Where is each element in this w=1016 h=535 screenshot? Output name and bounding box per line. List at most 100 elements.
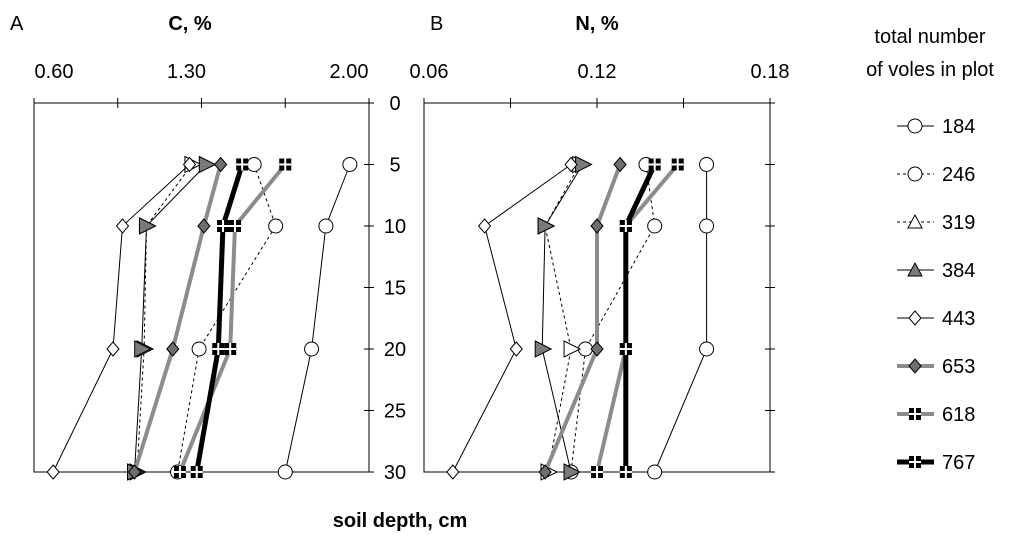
- x-tick-label: 0.18: [751, 61, 790, 83]
- legend-item-384: 384: [897, 260, 975, 282]
- series-443: [46, 156, 197, 480]
- data-point-184: [342, 157, 358, 172]
- data-point-184: [699, 218, 715, 234]
- legend-item-246: 246: [897, 164, 975, 186]
- x-tick-label: 0.06: [410, 61, 449, 83]
- data-point-767: [619, 220, 632, 232]
- series-line-319: [136, 164, 193, 473]
- y-tick-label: 10: [384, 216, 406, 238]
- data-point-767: [190, 466, 203, 478]
- legend-item-767: 767: [897, 452, 975, 474]
- series-line-767: [623, 163, 657, 472]
- data-point-443: [477, 218, 492, 234]
- data-point-184: [304, 341, 320, 357]
- panel-b: 0.06 0.12 0.18: [410, 61, 790, 481]
- series-184: [277, 157, 358, 480]
- y-tick-label: 30: [384, 462, 406, 484]
- series-384: [534, 155, 593, 481]
- series-line-653: [543, 163, 622, 473]
- y-tick-label: 0: [389, 93, 400, 115]
- series-line-618: [178, 163, 287, 473]
- data-point-653: [590, 218, 604, 234]
- legend-title-line1: total number: [874, 26, 986, 48]
- series-line-384: [541, 164, 584, 473]
- data-point-384: [534, 340, 553, 358]
- x-tick-label: 2.00: [330, 61, 369, 83]
- panel-label-a: A: [10, 13, 24, 35]
- series-line-184: [654, 164, 708, 473]
- series-767: [619, 158, 661, 478]
- data-point-184: [699, 157, 715, 172]
- legend-marker: [909, 408, 921, 420]
- y-tick-label: 15: [384, 278, 406, 300]
- data-point-653: [590, 341, 604, 357]
- series-line-767: [194, 163, 245, 473]
- data-point-618: [173, 466, 186, 478]
- series-246: [563, 157, 663, 480]
- panel-b-title: N, %: [575, 13, 619, 35]
- legend-label: 184: [942, 116, 975, 138]
- series-653: [127, 156, 228, 480]
- panel-a: 0.60 1.30 2.00 0 5 10 15 20 25 30: [33, 61, 406, 484]
- series-line-443: [452, 164, 572, 473]
- data-point-184: [277, 464, 293, 480]
- x-tick-label: 0.12: [578, 61, 617, 83]
- legend-label: 653: [942, 356, 975, 378]
- legend-label: 618: [942, 404, 975, 426]
- data-point-246: [647, 218, 663, 234]
- data-point-443: [182, 156, 197, 173]
- x-tick-label: 0.60: [35, 61, 74, 83]
- legend-label: 384: [942, 260, 975, 282]
- data-point-618: [591, 466, 603, 478]
- legend-item-653: 653: [897, 356, 975, 378]
- legend-label: 246: [942, 164, 975, 186]
- data-point-443: [446, 464, 460, 480]
- data-point-443: [115, 218, 130, 234]
- series-line-184: [284, 164, 351, 473]
- data-point-653: [166, 341, 180, 357]
- data-point-653: [197, 218, 211, 234]
- data-point-384: [575, 155, 593, 174]
- series-246: [170, 157, 284, 480]
- data-point-653: [613, 156, 627, 173]
- series-line-653: [132, 163, 223, 473]
- data-point-443: [106, 341, 120, 357]
- data-point-618: [229, 220, 241, 232]
- legend-item-319: 319: [897, 212, 975, 234]
- series-618: [173, 158, 292, 478]
- series-line-384: [134, 164, 207, 473]
- data-point-767: [619, 343, 632, 355]
- data-point-618: [279, 158, 292, 171]
- x-tick-label: 1.30: [167, 61, 206, 83]
- data-point-246: [191, 341, 207, 357]
- data-point-618: [224, 343, 237, 355]
- data-point-653: [538, 464, 552, 480]
- data-point-184: [318, 218, 334, 234]
- series-line-246: [570, 164, 656, 473]
- legend-label: 443: [942, 308, 975, 330]
- data-point-443: [509, 341, 523, 357]
- series-line-246: [177, 164, 277, 473]
- data-point-384: [537, 217, 556, 235]
- data-point-184: [647, 464, 663, 480]
- y-axis-label: soil depth, cm: [333, 510, 467, 532]
- legend-marker-triangle: [907, 213, 923, 229]
- y-tick-label: 5: [389, 155, 400, 177]
- legend-marker: [907, 118, 923, 134]
- legend-marker: [908, 358, 922, 374]
- data-point-767: [619, 466, 632, 478]
- data-point-767: [217, 220, 230, 232]
- data-point-184: [699, 341, 715, 357]
- data-point-246: [268, 218, 284, 234]
- data-point-767: [212, 343, 225, 355]
- panel-label-b: B: [430, 13, 443, 35]
- series-767: [190, 158, 249, 478]
- series-line-319: [544, 164, 581, 473]
- data-point-653: [127, 464, 142, 480]
- legend-marker-triangle: [907, 261, 923, 277]
- data-point-618: [671, 158, 684, 171]
- data-point-384: [134, 340, 152, 358]
- legend-title-line2: of voles in plot: [866, 59, 994, 81]
- legend-marker: [909, 456, 921, 468]
